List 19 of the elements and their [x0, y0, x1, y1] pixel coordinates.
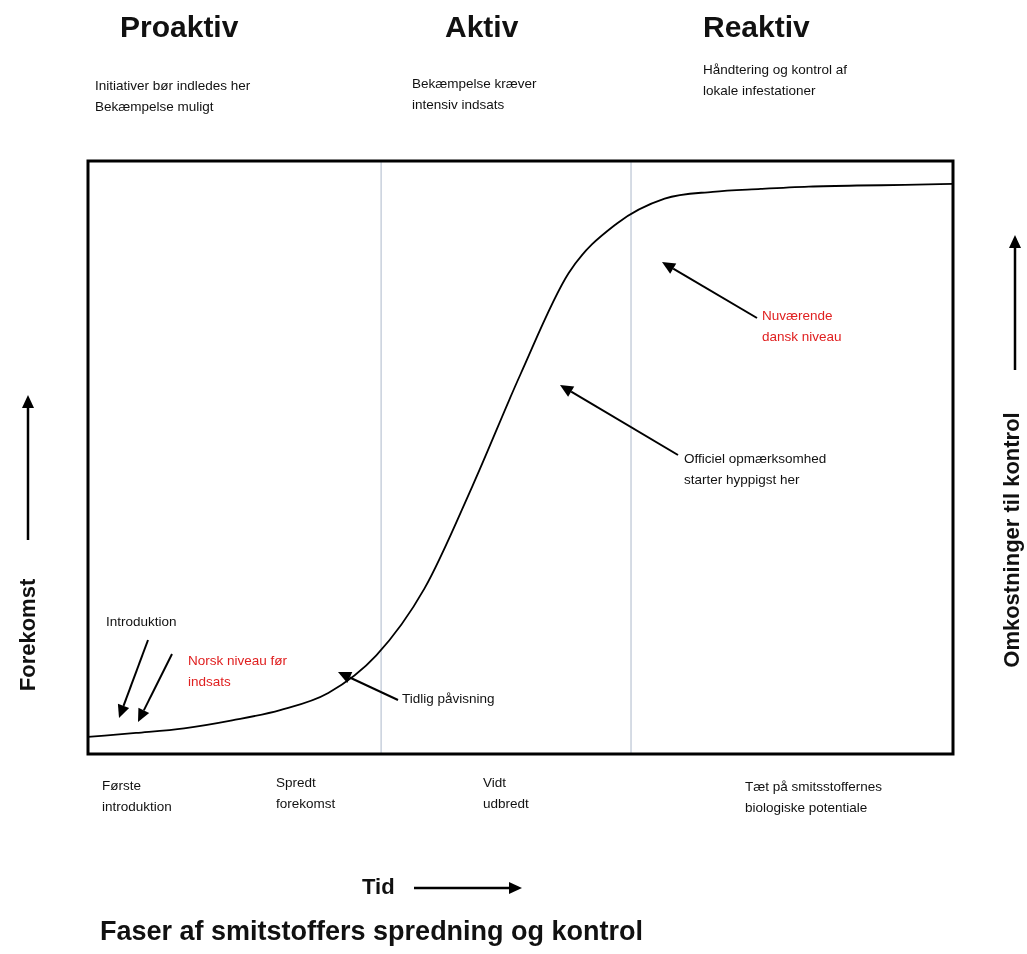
annotation: Tidlig påvisning	[402, 690, 495, 708]
annotation: Norsk niveau før indsats	[188, 652, 288, 691]
annotation: Introduktion	[106, 613, 177, 631]
text: Faser af smitstoffers spredning og kontrol	[100, 915, 644, 947]
y2-axis-title: Omkostninger til kontrol	[998, 412, 1025, 668]
annotation: Officiel opmærksomhed starter hyppigst her	[684, 450, 827, 489]
text: Aktiv	[445, 10, 519, 44]
y-axis-title: Forekomst	[14, 578, 41, 692]
text: Håndtering og kontrol af lokale infestationer	[703, 61, 848, 100]
text: Tæt på smitsstoffernes biologiske potentiale	[745, 778, 883, 817]
text: Reaktiv	[703, 10, 810, 44]
text: Første introduktion	[102, 777, 172, 816]
text: Bekæmpelse kræver intensiv indsats	[412, 75, 537, 114]
text: Vidt udbredt	[483, 774, 529, 813]
text: Initiativer bør indledes her Bekæmpelse muligt	[95, 77, 251, 116]
annotation: Nuværende dansk niveau	[762, 307, 842, 346]
text: Tid	[362, 873, 395, 901]
text: Spredt forekomst	[276, 774, 336, 813]
text: Proaktiv	[120, 10, 239, 44]
